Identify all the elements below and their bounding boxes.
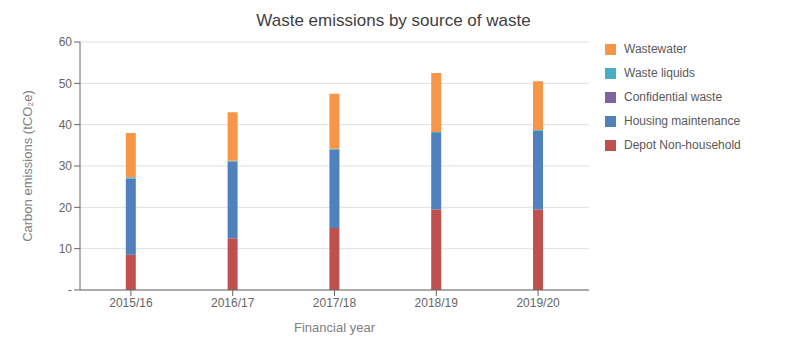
svg-text:40: 40	[59, 118, 73, 132]
html-text:Confidential waste: Confidential waste	[624, 90, 723, 104]
svg-text:2017/18: 2017/18	[313, 296, 357, 310]
svg-text:2018/19: 2018/19	[415, 296, 459, 310]
svg-text:20: 20	[59, 201, 73, 215]
html-text:Housing maintenance: Housing maintenance	[624, 114, 741, 128]
svg-text:50: 50	[59, 77, 73, 91]
svg-text:Financial year: Financial year	[294, 320, 376, 335]
svg-text:30: 30	[59, 159, 73, 173]
svg-text:Carbon emissions (tCO₂e): Carbon emissions (tCO₂e)	[20, 90, 35, 242]
svg-text:10: 10	[59, 242, 73, 256]
html-text:Waste emissions by source of w: Waste emissions by source of waste	[256, 11, 531, 30]
svg-text:60: 60	[59, 35, 73, 49]
html-text:Waste liquids: Waste liquids	[624, 66, 695, 80]
svg-text:-: -	[68, 283, 72, 297]
svg-text:2016/17: 2016/17	[211, 296, 255, 310]
svg-text:2019/20: 2019/20	[516, 296, 560, 310]
svg-text:2015/16: 2015/16	[109, 296, 153, 310]
html-text:Wastewater: Wastewater	[624, 42, 687, 56]
html-text:Depot Non-household: Depot Non-household	[624, 138, 741, 152]
